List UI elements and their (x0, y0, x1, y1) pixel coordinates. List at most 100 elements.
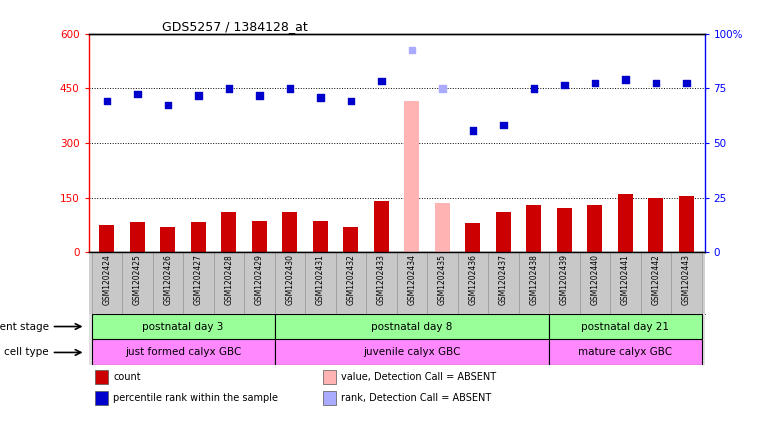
Bar (373, 201, 389, 252)
Bar (152, 252, 183, 313)
Bar (282, 212, 297, 252)
Text: GSM1202440: GSM1202440 (591, 254, 599, 305)
Bar (252, 221, 267, 252)
Bar (95, 391, 109, 405)
Text: development stage: development stage (0, 321, 49, 332)
Text: GSM1202434: GSM1202434 (407, 254, 417, 305)
Text: GSM1202431: GSM1202431 (316, 254, 325, 305)
Bar (549, 252, 580, 313)
Bar (244, 252, 275, 313)
Bar (343, 227, 358, 252)
Point (467, 127, 479, 134)
Point (223, 85, 235, 92)
Bar (92, 313, 275, 340)
Point (558, 81, 571, 88)
Bar (221, 212, 236, 252)
Text: GSM1202426: GSM1202426 (163, 254, 172, 305)
Bar (95, 370, 109, 384)
Bar (305, 252, 336, 313)
Bar (549, 340, 701, 365)
Text: GSM1202443: GSM1202443 (681, 254, 691, 305)
Bar (275, 313, 549, 340)
Text: GSM1202429: GSM1202429 (255, 254, 264, 305)
Point (588, 80, 601, 86)
Text: cell type: cell type (4, 347, 49, 357)
Bar (610, 252, 641, 313)
Point (345, 98, 357, 104)
Text: GSM1202427: GSM1202427 (194, 254, 203, 305)
Text: GSM1202430: GSM1202430 (286, 254, 294, 305)
Bar (496, 212, 511, 252)
Point (101, 98, 113, 104)
Point (497, 121, 510, 128)
Bar (518, 252, 549, 313)
Bar (323, 391, 336, 405)
Text: GSM1202442: GSM1202442 (651, 254, 660, 305)
Bar (648, 198, 664, 252)
Text: postnatal day 21: postnatal day 21 (581, 321, 669, 332)
Point (436, 85, 448, 92)
Bar (191, 222, 206, 252)
Text: value, Detection Call = ABSENT: value, Detection Call = ABSENT (341, 372, 496, 382)
Bar (92, 340, 275, 365)
Bar (618, 194, 633, 252)
Text: GSM1202437: GSM1202437 (499, 254, 507, 305)
Text: rank, Detection Call = ABSENT: rank, Detection Call = ABSENT (341, 393, 491, 403)
Text: mature calyx GBC: mature calyx GBC (578, 347, 672, 357)
Bar (275, 340, 549, 365)
Bar (336, 252, 366, 313)
Bar (122, 252, 152, 313)
Text: GSM1202424: GSM1202424 (102, 254, 112, 305)
Bar (323, 370, 336, 384)
Text: GSM1202438: GSM1202438 (529, 254, 538, 305)
Bar (313, 221, 328, 252)
Bar (275, 252, 305, 313)
Point (283, 85, 296, 92)
Point (680, 80, 692, 86)
Text: GDS5257 / 1384128_at: GDS5257 / 1384128_at (162, 20, 308, 33)
Text: count: count (113, 372, 141, 382)
Bar (671, 252, 701, 313)
Text: juvenile calyx GBC: juvenile calyx GBC (363, 347, 460, 357)
Bar (92, 252, 122, 313)
Point (314, 94, 326, 101)
Bar (641, 252, 671, 313)
Text: just formed calyx GBC: just formed calyx GBC (125, 347, 241, 357)
Bar (457, 252, 488, 313)
Point (619, 76, 631, 83)
Point (192, 92, 205, 99)
Bar (678, 196, 694, 252)
Bar (397, 252, 427, 313)
Point (650, 80, 662, 86)
Bar (557, 209, 572, 252)
Bar (580, 252, 610, 313)
Bar (183, 252, 213, 313)
Point (375, 78, 387, 85)
Bar (526, 205, 541, 252)
Point (131, 91, 143, 97)
Point (162, 102, 174, 108)
Text: postnatal day 8: postnatal day 8 (371, 321, 453, 332)
Bar (588, 205, 602, 252)
Text: GSM1202441: GSM1202441 (621, 254, 630, 305)
Text: GSM1202433: GSM1202433 (377, 254, 386, 305)
Text: GSM1202439: GSM1202439 (560, 254, 569, 305)
Text: percentile rank within the sample: percentile rank within the sample (113, 393, 278, 403)
Point (253, 92, 266, 99)
Text: GSM1202436: GSM1202436 (468, 254, 477, 305)
Point (406, 47, 418, 54)
Point (527, 85, 540, 92)
Text: GSM1202428: GSM1202428 (224, 254, 233, 305)
Text: postnatal day 3: postnatal day 3 (142, 321, 224, 332)
Text: GSM1202435: GSM1202435 (438, 254, 447, 305)
Bar (435, 203, 450, 252)
Bar (160, 228, 176, 252)
Bar (427, 252, 457, 313)
Bar (549, 313, 701, 340)
Bar (99, 225, 115, 252)
Bar (213, 252, 244, 313)
Bar (366, 252, 397, 313)
Bar (465, 223, 480, 252)
Bar (129, 222, 145, 252)
Text: GSM1202425: GSM1202425 (133, 254, 142, 305)
